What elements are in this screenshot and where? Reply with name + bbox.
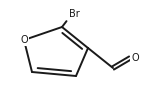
Text: O: O <box>131 53 139 63</box>
Text: Br: Br <box>69 9 79 19</box>
Text: O: O <box>20 35 28 45</box>
